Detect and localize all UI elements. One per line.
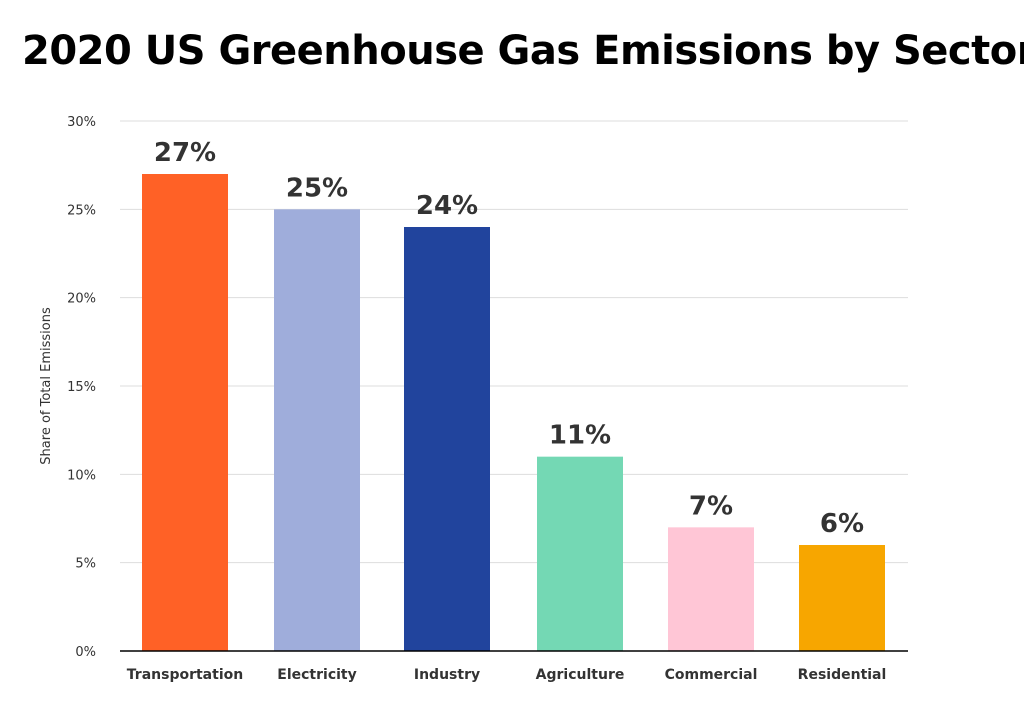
data-label: 27% xyxy=(154,138,216,168)
data-label: 7% xyxy=(689,491,733,521)
y-tick-label: 30% xyxy=(67,115,96,130)
x-tick-label: Transportation xyxy=(127,667,243,683)
data-label: 6% xyxy=(820,509,864,539)
x-axis-categories: Transportation Electricity Industry Agricul… xyxy=(127,667,887,683)
x-tick-label: Commercial xyxy=(665,667,758,683)
bar-industry xyxy=(404,227,490,651)
bar-commercial xyxy=(668,527,754,651)
y-tick-label: 10% xyxy=(67,468,96,483)
chart-title: 2020 US Greenhouse Gas Emissions by Sect… xyxy=(22,28,1024,74)
x-tick-label: Residential xyxy=(798,667,887,683)
y-tick-label: 5% xyxy=(75,557,96,572)
x-tick-label: Industry xyxy=(414,667,480,683)
x-tick-label: Agriculture xyxy=(536,667,625,683)
y-tick-label: 20% xyxy=(67,292,96,307)
bars xyxy=(142,174,885,652)
y-axis-ticks: 0% 5% 10% 15% 20% 25% 30% xyxy=(67,115,96,660)
data-labels: 27% 25% 24% 11% 7% 6% xyxy=(154,138,864,539)
y-tick-label: 25% xyxy=(67,203,96,218)
data-label: 25% xyxy=(286,173,348,203)
y-axis-label: Share of Total Emissions xyxy=(39,307,54,465)
x-tick-label: Electricity xyxy=(277,667,356,683)
y-tick-label: 0% xyxy=(75,645,96,660)
y-tick-label: 15% xyxy=(67,380,96,395)
bar-agriculture xyxy=(537,456,623,651)
bar-electricity xyxy=(274,209,360,652)
bar-residential xyxy=(799,545,885,651)
bar-transportation xyxy=(142,174,228,651)
gridlines xyxy=(120,120,908,564)
data-label: 24% xyxy=(416,191,478,221)
data-label: 11% xyxy=(549,421,611,451)
